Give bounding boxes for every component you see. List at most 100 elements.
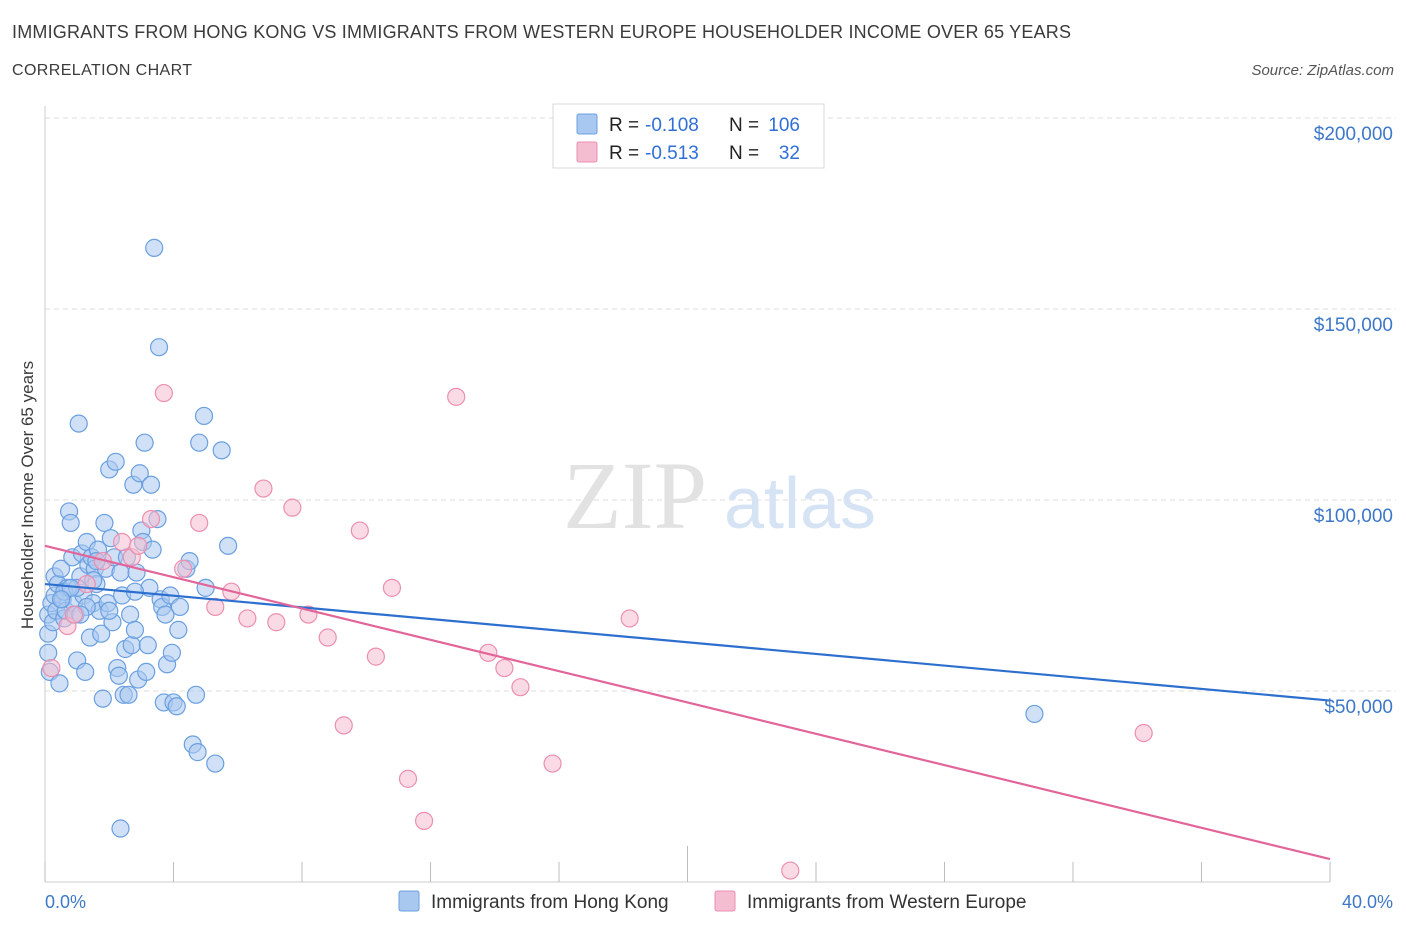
hong-kong-point-10 <box>50 674 69 693</box>
western-europe-point-5 <box>112 532 132 552</box>
hong-kong-point-67 <box>141 475 161 494</box>
western-europe-point-26 <box>447 387 466 406</box>
legend-r-label-blue: R = <box>609 115 639 136</box>
hong-kong-point-105 <box>1025 704 1044 724</box>
watermark-zip: ZIP <box>563 442 707 549</box>
hong-kong-point-60 <box>130 464 149 483</box>
western-europe-point-25 <box>414 811 434 830</box>
western-europe-point-23 <box>382 578 402 597</box>
y-tick-labels: $50,000 $100,000 $150,000 $200,000 <box>1314 124 1393 718</box>
legend-r-value-blue: -0.108 <box>645 115 699 136</box>
hong-kong-point-94 <box>111 819 130 838</box>
western-europe-point-15 <box>254 479 273 498</box>
western-europe-point-2 <box>64 605 84 624</box>
source-credit: Source: ZipAtlas.com <box>1251 62 1394 79</box>
chart-title: IMMIGRANTS FROM HONG KONG VS IMMIGRANTS … <box>12 22 1072 42</box>
legend-r-value-pink: -0.513 <box>645 143 699 164</box>
hong-kong-point-89 <box>194 406 214 426</box>
watermark: ZIP atlas <box>563 442 876 549</box>
hong-kong-point-93 <box>219 536 238 555</box>
western-europe-point-19 <box>318 628 337 647</box>
trend-lines <box>44 544 1331 861</box>
western-europe-point-21 <box>350 521 369 540</box>
hong-kong-point-55 <box>122 636 141 655</box>
hong-kong-point-69 <box>145 238 164 257</box>
hong-kong-point-91 <box>206 754 225 773</box>
western-europe-point-32 <box>781 861 800 880</box>
legend-n-label-pink: N = <box>729 143 759 164</box>
hong-kong-point-37 <box>93 689 112 708</box>
western-europe-point-28 <box>495 658 514 678</box>
hong-kong-point-57 <box>125 620 145 639</box>
hong-kong-point-92 <box>212 441 231 460</box>
hong-kong-point-88 <box>190 433 209 452</box>
western-europe-point-11 <box>190 513 209 533</box>
legend-n-value-blue: 106 <box>768 115 800 136</box>
hong-kong-point-86 <box>186 685 206 704</box>
hong-kong-point-26 <box>76 662 95 682</box>
western-europe-point-31 <box>620 609 639 628</box>
hong-kong-point-80 <box>167 697 186 716</box>
western-europe-point-24 <box>398 769 418 788</box>
western-europe-point-9 <box>154 383 173 403</box>
watermark-atlas: atlas <box>724 464 876 544</box>
hong-kong-point-36 <box>92 624 111 643</box>
hong-kong-point-17 <box>61 513 80 533</box>
y-tick-label-2: $150,000 <box>1314 315 1393 336</box>
hong-kong-point-47 <box>109 666 128 685</box>
hong-kong-point-54 <box>121 605 140 624</box>
hong-kong-point-63 <box>135 433 154 452</box>
series-hong-kong-points <box>39 238 1044 838</box>
western-europe-point-10 <box>174 559 193 578</box>
western-europe-point-16 <box>267 613 286 632</box>
hong-kong-point-82 <box>170 597 190 617</box>
western-europe-point-20 <box>334 716 353 735</box>
legend-item-blue-swatch <box>398 890 420 912</box>
axes <box>44 106 1331 883</box>
western-europe-point-29 <box>511 678 530 697</box>
stats-legend-box <box>552 103 825 169</box>
legend-item-blue-label: Immigrants from Hong Kong <box>431 892 669 913</box>
legend-item-pink-label: Immigrants from Western Europe <box>747 892 1026 913</box>
western-europe-point-8 <box>141 509 161 529</box>
hong-kong-point-87 <box>188 743 207 762</box>
hong-kong-point-65 <box>138 636 157 655</box>
y-axis-label: Householder Income Over 65 years <box>18 361 37 629</box>
x-tick-label-min: 0.0% <box>45 892 86 912</box>
legend-item-pink-swatch <box>714 890 736 912</box>
western-europe-point-7 <box>129 536 148 555</box>
legend-swatch-blue <box>576 113 598 135</box>
x-tick-labels: 0.0% 40.0% <box>45 892 1393 912</box>
hong-kong-point-78 <box>162 643 181 662</box>
hong-kong-point-38 <box>95 513 114 533</box>
y-tick-label-0: $50,000 <box>1324 697 1393 718</box>
stats-legend: R = -0.108 N = 106 R = -0.513 N = 32 <box>552 103 825 169</box>
x-tick-label-max: 40.0% <box>1342 892 1393 912</box>
hong-kong-point-81 <box>169 620 188 639</box>
trend-line-western-europe <box>44 544 1331 861</box>
series-legend: Immigrants from Hong Kong Immigrants fro… <box>398 890 1026 913</box>
hong-kong-point-2 <box>39 643 58 662</box>
hong-kong-point-53 <box>119 685 138 704</box>
hong-kong-point-22 <box>69 414 88 433</box>
series-western-europe-points <box>42 383 1153 880</box>
hong-kong-point-71 <box>149 338 169 357</box>
legend-n-value-pink: 32 <box>779 143 800 164</box>
grid-lines <box>45 117 1396 692</box>
legend-n-label-blue: N = <box>729 115 759 136</box>
hong-kong-point-103 <box>51 590 71 609</box>
western-europe-point-0 <box>42 658 61 678</box>
trend-line-hong-kong <box>44 582 1331 702</box>
hong-kong-point-90 <box>196 578 215 597</box>
western-europe-point-14 <box>238 609 257 628</box>
y-tick-label-1: $100,000 <box>1314 506 1393 527</box>
western-europe-point-3 <box>77 574 96 594</box>
western-europe-point-33 <box>1134 723 1153 743</box>
hong-kong-point-99 <box>100 601 119 620</box>
legend-r-label-pink: R = <box>609 143 639 164</box>
y-tick-label-3: $200,000 <box>1314 124 1393 145</box>
hong-kong-point-64 <box>137 662 156 682</box>
western-europe-point-17 <box>283 498 302 517</box>
hong-kong-point-75 <box>156 605 175 624</box>
